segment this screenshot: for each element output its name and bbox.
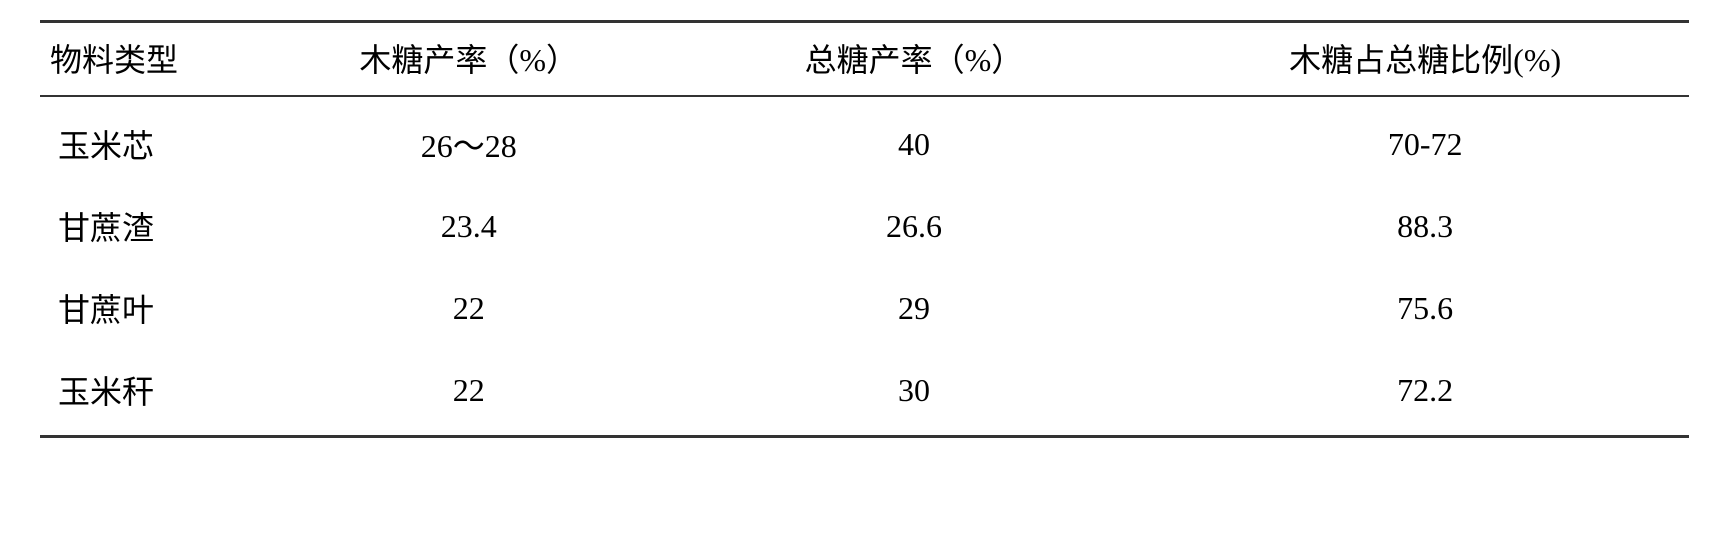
cell-material: 甘蔗渣: [40, 185, 271, 267]
cell-total-sugar: 26.6: [667, 185, 1162, 267]
cell-material: 玉米秆: [40, 349, 271, 437]
table-row: 玉米芯 26～28 40 70-72: [40, 96, 1689, 185]
cell-ratio: 72.2: [1161, 349, 1689, 437]
sugar-yield-table: 物料类型 木糖产率（%） 总糖产率（%） 木糖占总糖比例(%) 玉米芯 26～2…: [40, 20, 1689, 438]
table-header-row: 物料类型 木糖产率（%） 总糖产率（%） 木糖占总糖比例(%): [40, 22, 1689, 97]
col-header-xylose: 木糖产率（%）: [271, 22, 667, 97]
cell-ratio: 75.6: [1161, 267, 1689, 349]
table-row: 玉米秆 22 30 72.2: [40, 349, 1689, 437]
col-header-ratio: 木糖占总糖比例(%): [1161, 22, 1689, 97]
cell-xylose: 22: [271, 349, 667, 437]
cell-ratio: 70-72: [1161, 96, 1689, 185]
cell-material: 甘蔗叶: [40, 267, 271, 349]
cell-xylose: 22: [271, 267, 667, 349]
col-header-material: 物料类型: [40, 22, 271, 97]
cell-ratio: 88.3: [1161, 185, 1689, 267]
table-row: 甘蔗渣 23.4 26.6 88.3: [40, 185, 1689, 267]
cell-xylose: 23.4: [271, 185, 667, 267]
col-header-total-sugar: 总糖产率（%）: [667, 22, 1162, 97]
cell-xylose: 26～28: [271, 96, 667, 185]
cell-total-sugar: 40: [667, 96, 1162, 185]
table-row: 甘蔗叶 22 29 75.6: [40, 267, 1689, 349]
cell-total-sugar: 29: [667, 267, 1162, 349]
cell-total-sugar: 30: [667, 349, 1162, 437]
cell-material: 玉米芯: [40, 96, 271, 185]
